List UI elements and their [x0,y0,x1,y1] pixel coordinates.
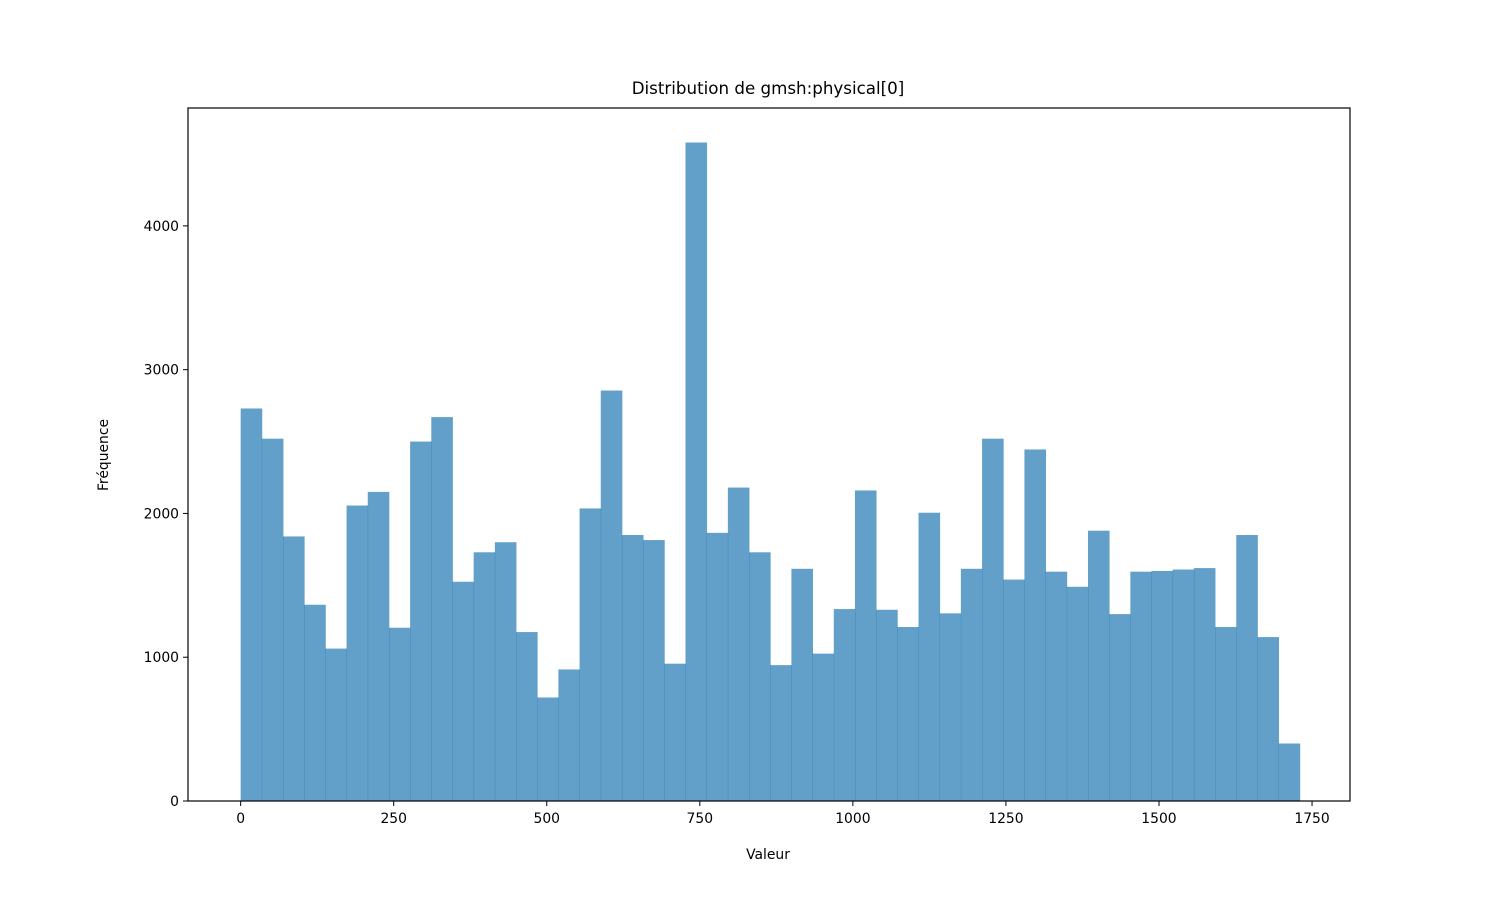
histogram-bar [982,438,1004,801]
plot-frame [187,107,1351,802]
histogram-bar [537,697,559,801]
histogram-bar [706,532,729,801]
x-tick-label: 250 [380,811,407,827]
histogram-bar [1024,449,1047,801]
histogram-bar [833,609,856,801]
histogram-bar [1193,568,1216,801]
histogram-bar [727,487,750,801]
histogram-bar [770,665,792,801]
histogram-bar [1045,571,1068,801]
x-tick-label: 1250 [988,811,1023,827]
y-tick-label: 2000 [144,506,179,522]
histogram-bar [1172,569,1195,801]
histogram-bar [1151,570,1174,801]
histogram-bar [643,540,665,801]
histogram-bar [897,627,919,801]
histogram-bar [473,552,496,801]
histogram-bar [1215,627,1237,801]
x-tick-label: 1750 [1294,811,1329,827]
histogram-bar [367,491,390,801]
histogram-bar [1130,571,1152,801]
x-tick-label: 1500 [1141,811,1176,827]
histogram-bar [283,536,305,801]
x-tick-label: 500 [534,811,561,827]
x-axis-label: Valeur [746,847,790,863]
histogram-bar [1236,535,1258,801]
histogram-bar [494,542,517,801]
histogram-bar [304,604,326,801]
chart-title: Distribution de gmsh:physical[0] [632,78,905,98]
bars-group [240,142,1301,801]
histogram-bar [664,663,686,801]
histogram-bar [410,441,432,801]
histogram-bar [1257,637,1280,801]
histogram-bar [939,613,962,801]
histogram-bar [876,609,898,801]
x-tick-label: 0 [236,811,245,827]
histogram-bar [918,512,941,801]
histogram-bar [579,508,602,801]
histogram-bar [346,505,369,801]
histogram-bar [621,535,644,801]
histogram-bar [685,142,708,801]
histogram-bar [325,648,347,801]
x-axis: 0 250 500 750 1000 1250 1500 1750 [236,801,1330,827]
histogram-bar [261,438,284,801]
y-tick-label: 4000 [144,219,179,235]
histogram-bar [1003,579,1025,801]
histogram-bar [1066,586,1089,801]
histogram-bar [812,653,835,801]
histogram-bar [516,632,538,801]
histogram-bar [558,669,580,801]
histogram-bar [431,417,453,801]
y-tick-label: 0 [170,794,179,810]
histogram-bar [388,627,411,801]
histogram-bar [749,552,771,801]
x-tick-label: 750 [687,811,714,827]
y-tick-label: 1000 [144,650,179,666]
x-tick-label: 1000 [835,811,870,827]
histogram-bar [1087,530,1110,801]
y-tick-label: 3000 [144,363,179,379]
y-axis: 0 1000 2000 3000 4000 [144,219,188,810]
histogram-bar [960,568,983,801]
histogram-bar [600,390,623,801]
histogram-bar [240,408,263,801]
histogram-bar [452,581,475,801]
histogram-bar [1278,743,1301,801]
y-axis-label: Fréquence [96,419,112,491]
histogram-bar [1109,614,1131,801]
histogram-bar [791,568,813,801]
histogram-bar [854,490,877,801]
